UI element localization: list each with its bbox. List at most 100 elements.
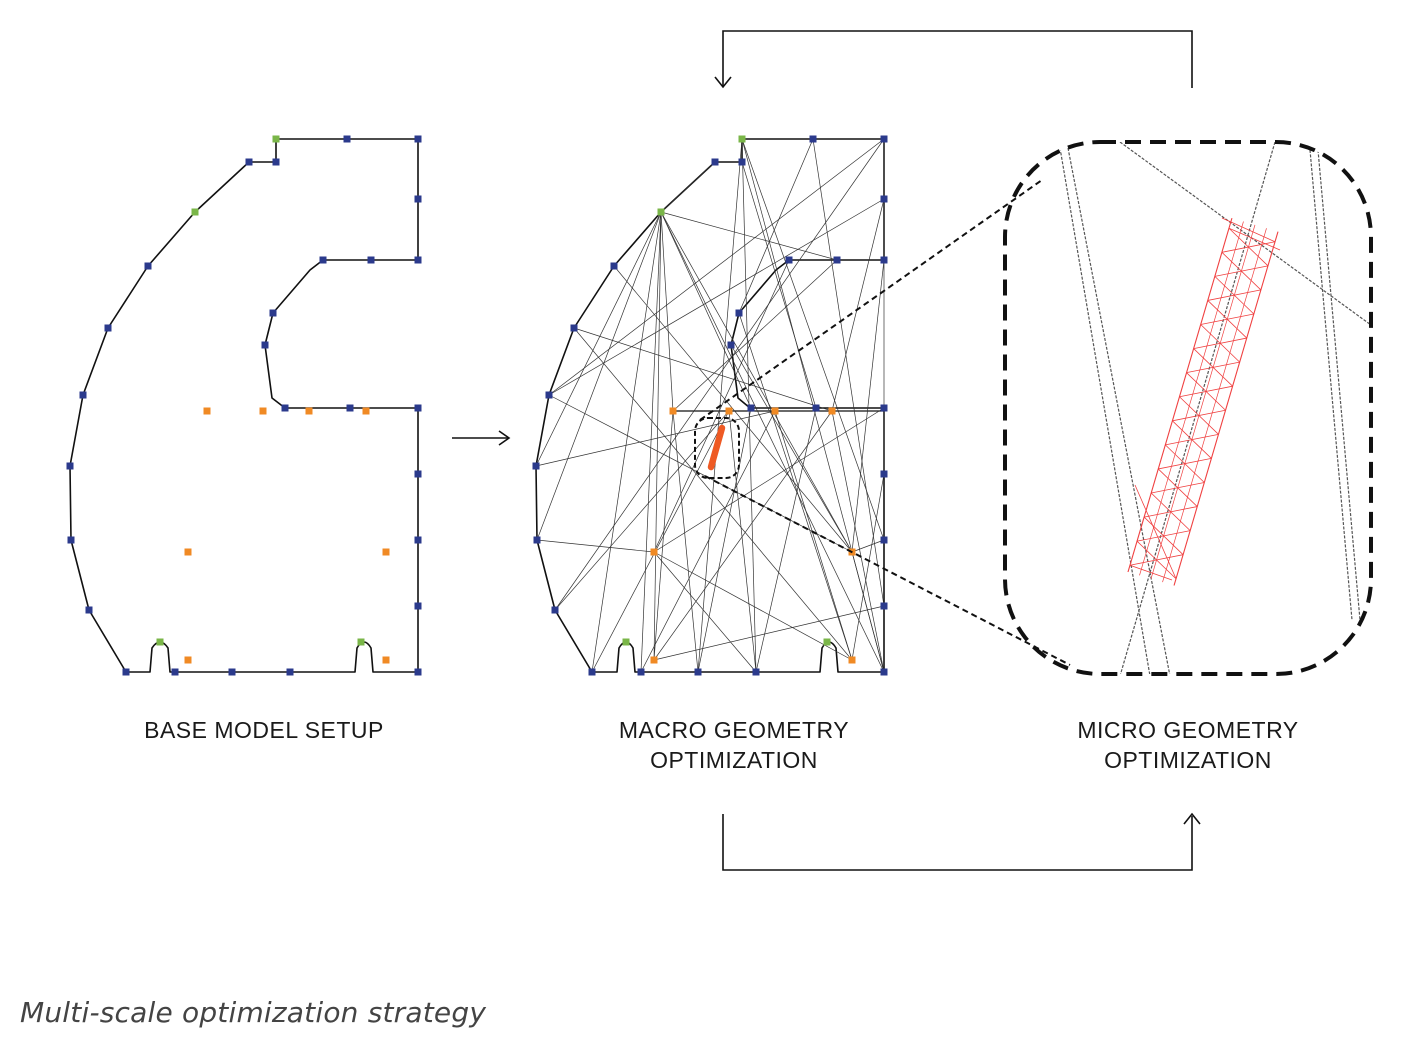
base-model-nodes [66, 135, 422, 676]
feedback-loop-bottom [722, 812, 1201, 871]
support-node [144, 262, 152, 270]
support-node [414, 668, 422, 676]
lattice-strut [1173, 231, 1279, 586]
support-node [261, 341, 269, 349]
support-node [570, 324, 578, 332]
truss-member [536, 539, 655, 553]
truss-member [548, 138, 885, 396]
support-node [414, 195, 422, 203]
macro-label-line1: MACRO GEOMETRY [618, 717, 850, 743]
truss-member [660, 211, 674, 412]
lattice-strut [1221, 217, 1276, 243]
truss-member [851, 539, 885, 553]
zoom-frame [1003, 140, 1373, 676]
truss-member [653, 410, 833, 661]
load-node [259, 407, 267, 415]
support-node [228, 668, 236, 676]
zoom-connectors [699, 179, 1071, 666]
truss-member [1119, 142, 1371, 326]
lattice-strut [1214, 276, 1255, 315]
truss-member [535, 211, 662, 467]
truss-member [613, 265, 853, 553]
truss-member [554, 410, 730, 611]
support-node [610, 262, 618, 270]
support-node [67, 536, 75, 544]
lattice-strut [1165, 444, 1205, 483]
truss-member [536, 211, 662, 541]
support-node [104, 324, 112, 332]
lattice-strut [1172, 420, 1212, 459]
support-node [272, 158, 280, 166]
truss-member [1067, 147, 1171, 674]
truss-member [573, 327, 833, 412]
truss-member [831, 410, 885, 673]
base-model [66, 135, 422, 676]
load-node [771, 407, 779, 415]
truss-member [851, 473, 885, 661]
lattice-strut [1186, 372, 1226, 411]
truss-member [653, 605, 885, 661]
up-arrow-icon [1183, 812, 1201, 825]
support-node [809, 135, 817, 143]
support-node [545, 391, 553, 399]
lattice-strut [1150, 224, 1256, 579]
truss-member [741, 138, 885, 541]
support-node [752, 668, 760, 676]
truss-member [535, 410, 776, 467]
truss-member [640, 211, 662, 673]
support-node [738, 158, 746, 166]
lattice-strut [1221, 252, 1262, 291]
load-node [184, 656, 192, 664]
down-arrow-icon [714, 76, 732, 89]
micro-zoom-view [1003, 140, 1373, 676]
support-node [880, 256, 888, 264]
lattice-strut [1179, 396, 1219, 435]
truss-member [851, 259, 885, 553]
support-node [880, 602, 888, 610]
support-node [286, 668, 294, 676]
lattice-strut [1134, 484, 1177, 579]
support-node [880, 195, 888, 203]
support-node [414, 256, 422, 264]
support-node [414, 404, 422, 412]
base-model-outline [69, 138, 419, 673]
lattice-strut [1157, 468, 1198, 507]
support-node [812, 404, 820, 412]
load-node [669, 407, 677, 415]
support-node [367, 256, 375, 264]
support-node [343, 135, 351, 143]
support-node [346, 404, 354, 412]
load-node [382, 656, 390, 664]
base-model-label: BASE MODEL SETUP [144, 717, 384, 743]
load-node [203, 407, 211, 415]
support-node [588, 668, 596, 676]
truss-member [573, 327, 853, 661]
support-node [414, 536, 422, 544]
support-node [880, 404, 888, 412]
lattice-strut [1162, 228, 1267, 583]
truss-member [755, 407, 817, 673]
boundary-node [622, 638, 630, 646]
lattice-strut [1200, 324, 1240, 363]
zoom-selection-box [694, 417, 740, 479]
lattice-strut [1228, 227, 1281, 251]
lattice-strut [1127, 217, 1233, 573]
support-node [694, 668, 702, 676]
boundary-node [823, 638, 831, 646]
truss-member [1059, 147, 1151, 674]
truss-member [774, 410, 853, 661]
boundary-node [272, 135, 280, 143]
truss-member [738, 312, 853, 661]
truss-member [653, 211, 662, 661]
macro-model [532, 135, 888, 676]
boundary-node [738, 135, 746, 143]
lattice-strut [1207, 300, 1248, 339]
lattice-strut [1193, 348, 1233, 387]
macro-truss-members [535, 138, 885, 673]
boundary-node [657, 208, 665, 216]
support-node [414, 470, 422, 478]
highlighted-member [707, 424, 726, 471]
support-node [727, 341, 735, 349]
truss-member [1119, 142, 1276, 674]
